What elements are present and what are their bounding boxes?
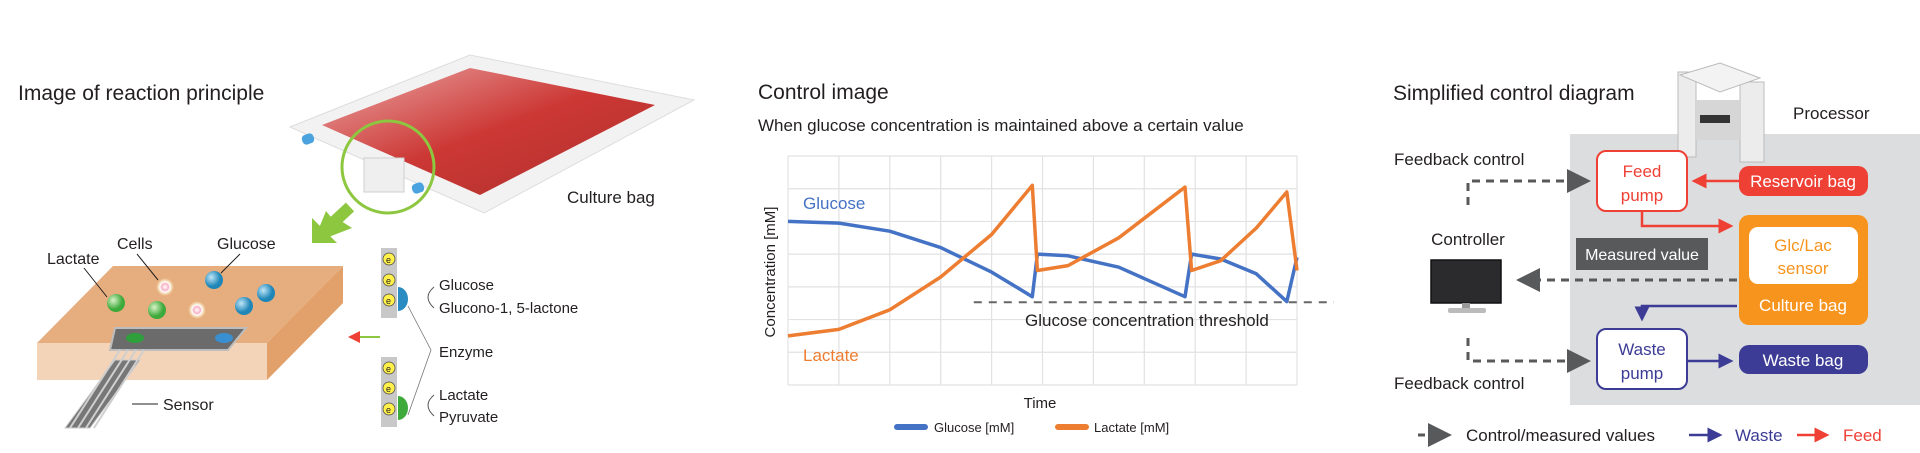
- sensor-chip: [64, 327, 249, 429]
- lactate-molecule: [107, 294, 125, 312]
- legend-control-label: Control/measured values: [1466, 426, 1655, 445]
- chart-grid: [787, 155, 1298, 386]
- diagram-legend: Control/measured values Waste Feed: [1418, 423, 1882, 447]
- feed-pump-label-2: pump: [1621, 186, 1664, 205]
- waste-pump-label-1: Waste: [1618, 340, 1666, 359]
- electron-label: e: [386, 255, 391, 265]
- medium-block: [37, 266, 343, 380]
- electron-label: e: [386, 296, 391, 306]
- culture-to-waste-pump-arrow: [1634, 304, 1737, 322]
- label-sensor: Sensor: [163, 397, 214, 414]
- lactate-inline-label: Lactate: [803, 346, 859, 365]
- control-diagram-title: Simplified control diagram: [1393, 82, 1635, 105]
- reaction-glucose: Glucose: [439, 277, 494, 294]
- processor-label: Processor: [1793, 104, 1870, 123]
- electrode-glucose: e e e: [381, 248, 408, 318]
- legend-waste-label: Waste: [1735, 426, 1783, 445]
- glucose-molecule: [205, 271, 223, 289]
- cell: [156, 278, 174, 296]
- feedback-control-bottom-label: Feedback control: [1394, 374, 1524, 393]
- control-image-title: Control image: [758, 81, 889, 104]
- feedback-arrow-bottom: [1466, 338, 1591, 373]
- x-axis-label: Time: [1024, 395, 1057, 412]
- electron-label: e: [386, 276, 391, 286]
- electron-label: e: [386, 384, 391, 394]
- y-axis-label: Concentration [mM]: [762, 207, 779, 338]
- glc-lac-sensor-box: [1749, 227, 1858, 284]
- culture-bag-box-label: Culture bag: [1759, 296, 1847, 315]
- reaction-gluconolactone: Glucono-1, 5-lactone: [439, 300, 578, 317]
- culture-bag-label: Culture bag: [567, 188, 655, 207]
- reaction-lactate: Lactate: [439, 387, 488, 404]
- sensor-label-2: sensor: [1777, 259, 1828, 278]
- zoom-arrow-head: [312, 218, 337, 243]
- lactate-series-line: [787, 183, 1299, 338]
- control-image-subtitle: When glucose concentration is maintained…: [758, 116, 1244, 135]
- electrode-lactate: e e e: [381, 357, 408, 427]
- label-lactate: Lactate: [47, 251, 100, 268]
- reservoir-bag-label: Reservoir bag: [1750, 172, 1856, 191]
- label-glucose: Glucose: [217, 236, 276, 253]
- reaction-principle-title: Image of reaction principle: [18, 82, 264, 105]
- reaction-arrows: [427, 286, 435, 417]
- feed-pump-label-1: Feed: [1623, 162, 1662, 181]
- glucose-series-line: [787, 219, 1299, 304]
- legend-lactate-label: Lactate [mM]: [1094, 420, 1169, 435]
- measured-value-tag: [1576, 238, 1708, 270]
- sensor-label-1: Glc/Lac: [1774, 236, 1832, 255]
- electron-label: e: [386, 364, 391, 374]
- waste-bag-label: Waste bag: [1763, 351, 1844, 370]
- processor-device-image: [1677, 62, 1765, 163]
- legend-feed-label: Feed: [1843, 426, 1882, 445]
- glucose-molecule: [257, 284, 275, 302]
- leader-lines: [83, 253, 241, 405]
- highlight-circle: [340, 119, 436, 215]
- waste-bag-box: [1739, 345, 1868, 374]
- control-diagram-panel: Simplified control diagram Processor Fee…: [1393, 62, 1920, 447]
- monitor-icon: [1430, 259, 1502, 313]
- controller-label: Controller: [1431, 230, 1505, 249]
- measured-value-label: Measured value: [1585, 247, 1699, 264]
- reaction-enzyme: Enzyme: [439, 344, 493, 361]
- feed-to-culture-arrow: [1640, 211, 1734, 234]
- legend-glucose-label: Glucose [mM]: [934, 420, 1014, 435]
- label-cells: Cells: [117, 236, 153, 253]
- reaction-pyruvate: Pyruvate: [439, 409, 498, 426]
- chart-legend: Glucose [mM] Lactate [mM]: [894, 420, 1169, 435]
- threshold-label: Glucose concentration threshold: [1025, 311, 1269, 330]
- enzyme-bracket: [407, 305, 432, 416]
- glucose-molecule: [235, 297, 253, 315]
- control-image-panel: Control image When glucose concentration…: [758, 81, 1334, 435]
- feedback-control-top-label: Feedback control: [1394, 150, 1524, 169]
- reaction-principle-panel: Image of reaction principle Culture bag: [18, 54, 696, 429]
- cell: [188, 301, 206, 319]
- electron-label: e: [386, 405, 391, 415]
- waste-pump-box: [1596, 328, 1688, 390]
- reservoir-bag-box: [1739, 166, 1868, 196]
- lactate-molecule: [148, 301, 166, 319]
- glucose-inline-label: Glucose: [803, 194, 865, 213]
- waste-pump-label-2: pump: [1621, 364, 1664, 383]
- culture-bag-illustration: [288, 54, 696, 215]
- zoom-arrow-shaft: [317, 202, 355, 238]
- feedback-arrow-top: [1466, 169, 1591, 205]
